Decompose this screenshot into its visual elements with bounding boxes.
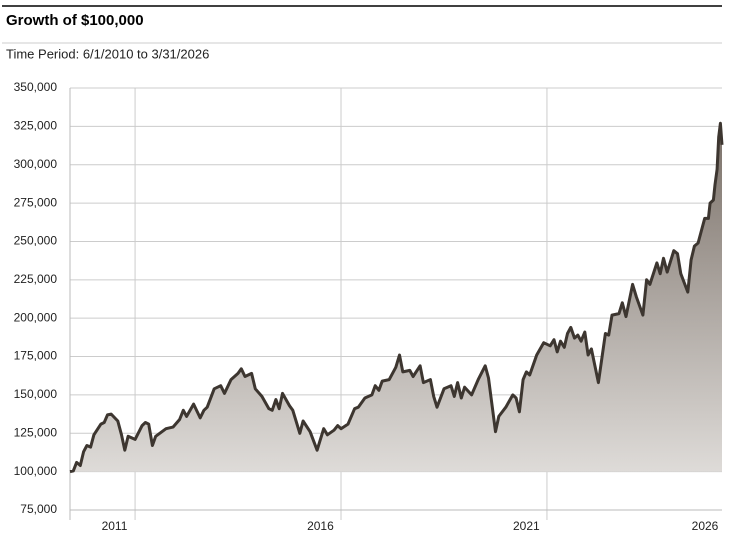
chart-title: Growth of $100,000 (6, 12, 144, 29)
y-tick-label: 200,000 (14, 310, 58, 324)
x-tick-label: 2011 (102, 519, 128, 533)
y-tick-label: 250,000 (14, 234, 58, 248)
chart-subtitle: Time Period: 6/1/2010 to 3/31/2026 (6, 46, 209, 61)
y-tick-label: 325,000 (14, 119, 58, 133)
y-tick-label: 175,000 (14, 349, 58, 363)
y-tick-label: 100,000 (14, 464, 58, 478)
y-tick-label: 150,000 (14, 387, 58, 401)
x-tick-label: 2026 (692, 519, 719, 533)
x-tick-label: 2016 (307, 519, 334, 533)
y-tick-label: 275,000 (14, 195, 58, 209)
x-tick-label: 2021 (513, 519, 540, 533)
y-tick-label: 125,000 (14, 425, 58, 439)
line (69, 121, 724, 474)
y-tick-label: 300,000 (14, 157, 58, 171)
y-tick-label: 225,000 (14, 272, 58, 286)
y-tick-label: 350,000 (14, 80, 58, 94)
y-tick-label: 75,000 (20, 502, 57, 516)
area (70, 123, 722, 472)
